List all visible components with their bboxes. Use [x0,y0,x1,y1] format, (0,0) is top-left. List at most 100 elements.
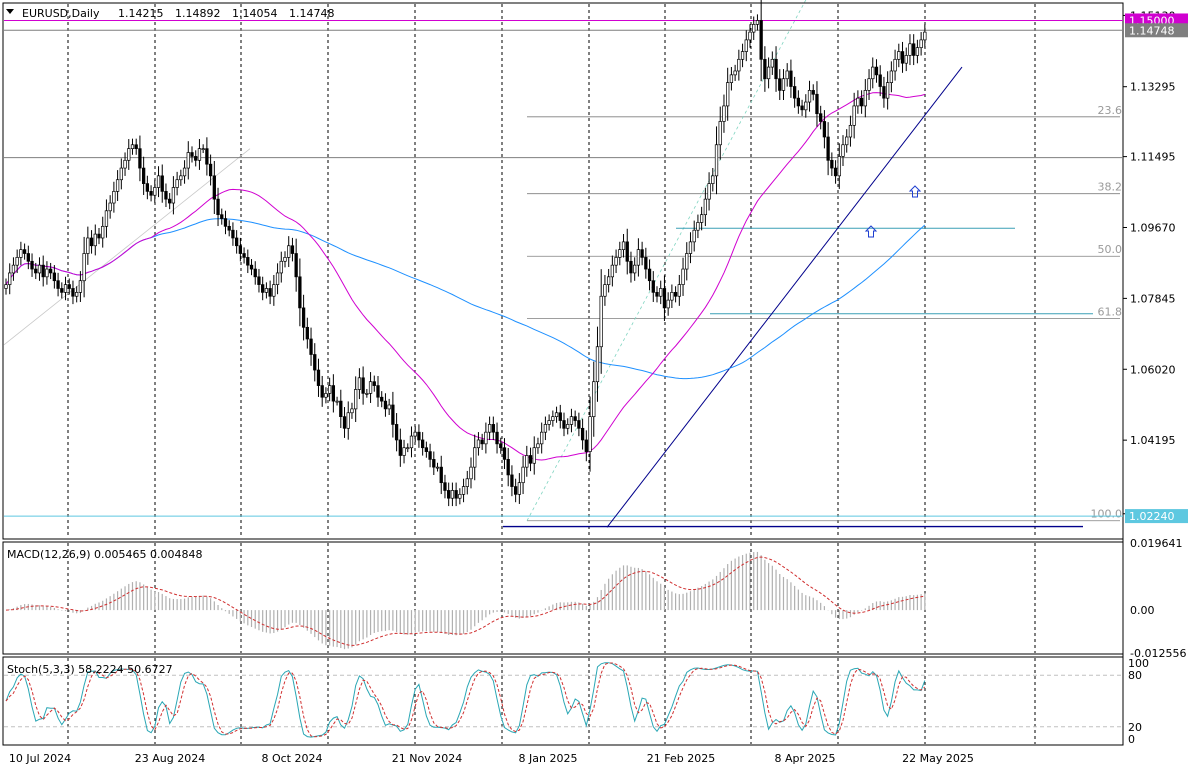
candle-body [819,113,823,122]
candle-body [800,105,804,111]
candle-body [744,39,748,52]
candle-body [290,245,295,254]
candle-body [242,253,246,258]
time-axis-label: 8 Oct 2024 [261,752,322,765]
candle-body [484,431,488,445]
price-tick-label: 1.09670 [1130,221,1176,234]
ohlc-close: 1.14748 [289,7,335,20]
candle-body [75,292,79,297]
candle-body [398,439,402,456]
candle-body [190,152,194,157]
candle-body [848,124,853,138]
candle-body [923,31,927,41]
macd-tick-label: -0.012556 [1130,647,1186,660]
candle-body [324,392,328,398]
candle-body [733,70,737,76]
stoch-pane [2,656,1124,746]
candle-body [584,439,588,452]
candle-body [748,31,752,41]
time-axis-label: 8 Jan 2025 [519,752,578,765]
candle-body [372,381,376,386]
candle-body [815,93,819,115]
candle-body [822,121,827,138]
candle-body [246,257,250,266]
candle-body [428,451,432,460]
candle-body [101,225,105,239]
candle-body [149,191,153,196]
candle-body [781,78,786,91]
fib-level-label: 61.8 [1098,305,1123,318]
price-tick-label: 1.07845 [1130,292,1176,305]
price-tick-label: 1.13295 [1130,81,1176,94]
candle-body [212,175,216,200]
candle-body [104,210,109,227]
candle-body [491,424,495,433]
candle-body [208,163,213,177]
candle-body [856,97,860,107]
candle-body [301,307,306,328]
candle-body [82,253,86,282]
macd-pane [2,541,1124,655]
candle-body [852,105,856,126]
candle-body [625,241,629,262]
candle-body [655,292,659,297]
candle-body [127,148,131,161]
candle-body [454,490,458,499]
candle-body [368,381,373,394]
candle-body [882,86,886,99]
candle-body [718,121,722,146]
candle-body [424,447,429,452]
candle-body [502,447,507,460]
candle-body [688,241,693,254]
candle-body [912,43,916,56]
macd-tick-label: 0.019641 [1130,537,1183,550]
candle-body [536,443,540,449]
macd-label: MACD(12,26,9) 0.005465 0.004848 [7,548,203,561]
candle-body [123,159,127,169]
candle-body [755,20,760,25]
candle-body [885,82,890,99]
candle-body [871,66,875,80]
candle-body [93,233,97,247]
candle-body [327,385,332,394]
candle-body [168,198,172,204]
candle-body [692,229,696,243]
menu-triangle-icon[interactable] [6,9,14,14]
candle-body [450,490,455,499]
candle-body [342,416,347,429]
candle-body [588,416,592,452]
candle-body [15,257,19,266]
stoch-d-line [5,662,926,738]
candle-body [365,392,369,395]
candle-body [119,167,123,181]
candle-body [305,326,309,340]
candle-body [804,101,808,111]
candle-body [714,144,719,177]
fib-level-label: 38.2 [1098,181,1123,194]
candle-body [48,268,53,274]
time-axis-label: 23 Aug 2024 [135,752,205,765]
candle-body [160,175,164,192]
candle-body [130,144,135,150]
candle-body [722,105,726,122]
candle-body [662,288,667,309]
candle-body [569,416,574,425]
candle-body [543,424,548,433]
candle-body [97,233,101,239]
price-tick-label: 1.11495 [1130,151,1176,164]
candle-body [893,58,897,72]
candle-body [673,292,678,297]
time-axis-label: 8 Apr 2025 [774,752,835,765]
candle-body [785,70,789,80]
time-axis-label: 21 Feb 2025 [647,752,715,765]
candle-body [201,148,205,151]
candle-body [792,86,797,99]
candle-body [900,51,905,64]
candle-body [647,268,652,282]
candle-body [726,82,730,107]
candle-body [699,214,704,223]
candle-body [361,377,365,394]
candle-body [287,245,291,258]
